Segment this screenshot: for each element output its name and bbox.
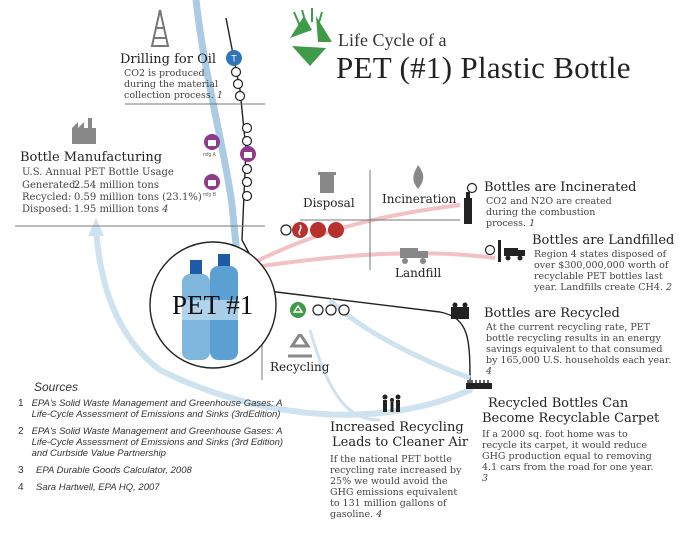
air-return-arrow bbox=[308, 329, 381, 422]
recycle-symbol-icon bbox=[288, 334, 312, 358]
carpet-text: If a 2000 sq. foot home was to recycle i… bbox=[482, 429, 654, 473]
title-line-1: Life Cycle of a bbox=[338, 30, 447, 50]
incinerated-text-block: CO2 and N2O are created during the combu… bbox=[486, 196, 626, 229]
landfilled-text: Region 4 states disposed of over $300,00… bbox=[534, 249, 669, 293]
carpet-heading-1: Recycled Bottles Can bbox=[488, 396, 629, 411]
oil-flow-stream bbox=[192, 0, 250, 284]
cleaner-air-note: 4 bbox=[376, 509, 383, 520]
pet-center-label: PET #1 bbox=[172, 290, 254, 320]
recycle-bin-icon bbox=[451, 302, 469, 319]
source-item: 3 EPA Durable Goods Calculator, 2008 bbox=[18, 465, 192, 476]
sources-heading: Sources bbox=[34, 380, 79, 394]
recycling-flow-line bbox=[259, 289, 471, 386]
landfill-flow bbox=[261, 251, 496, 268]
incineration-label: Incineration bbox=[382, 192, 457, 206]
drilling-heading: Drilling for Oil bbox=[120, 52, 217, 67]
recycled-row: Recycled: 0.59 million tons (23.1%) bbox=[22, 192, 202, 203]
sources-panel: Sources 1 EPA's Solid Waste Management an… bbox=[18, 380, 288, 499]
trash-can-icon bbox=[318, 172, 336, 193]
oil-derrick-icon bbox=[150, 9, 170, 47]
manufacturing-icon-b-label: mfg B bbox=[203, 192, 217, 198]
source-item: 1 EPA's Solid Waste Management and Greenh… bbox=[18, 398, 283, 420]
recycling-green-icon bbox=[290, 302, 306, 318]
recycled-note: 4 bbox=[486, 366, 493, 377]
carpet-note: 3 bbox=[482, 473, 489, 484]
manufacturing-heading: Bottle Manufacturing bbox=[20, 150, 163, 165]
incinerated-note: 1 bbox=[529, 218, 536, 229]
recycle-return-arrow bbox=[93, 225, 473, 418]
water-bottle-icon bbox=[182, 254, 238, 360]
source-item: 4 Sara Hartwell, EPA HQ, 2007 bbox=[18, 482, 160, 493]
landfill-truck-icon bbox=[498, 240, 525, 262]
manufacturing-icon-a bbox=[204, 134, 220, 150]
incinerated-bottle-icon bbox=[464, 192, 472, 224]
family-icon bbox=[382, 394, 401, 412]
svg-text:T: T bbox=[231, 54, 237, 64]
drilling-emission-icon: T bbox=[226, 50, 242, 66]
manufacturing-rows: Generated:2.54 million tons Recycled: 0.5… bbox=[22, 180, 202, 216]
cleaner-air-heading-1: Increased Recycling bbox=[330, 420, 464, 435]
disposal-label: Disposal bbox=[303, 196, 355, 210]
cleaner-air-text: If the national PET bottle recycling rat… bbox=[330, 454, 462, 520]
manufacturing-icon-a-label: mfg A bbox=[203, 152, 216, 158]
landfilled-text-block: Region 4 states disposed of over $300,00… bbox=[534, 249, 674, 293]
incineration-flow bbox=[254, 203, 461, 264]
drilling-text: CO2 is produced during the material coll… bbox=[124, 68, 218, 101]
recycled-text-block: At the current recycling rate, PET bottl… bbox=[486, 322, 676, 377]
cleaner-air-heading-2: Leads to Cleaner Air bbox=[332, 435, 469, 450]
flow-circles bbox=[230, 66, 350, 316]
carpet-icon bbox=[466, 380, 492, 389]
cleaner-air-text-block: If the national PET bottle recycling rat… bbox=[330, 454, 464, 520]
recycling-label: Recycling bbox=[270, 360, 330, 374]
landfilled-note: 2 bbox=[665, 282, 672, 293]
recycled-text: At the current recycling rate, PET bottl… bbox=[486, 322, 672, 366]
disposal-icons bbox=[292, 222, 344, 238]
generated-row: Generated:2.54 million tons bbox=[22, 180, 159, 191]
recycle-arrowhead bbox=[88, 218, 104, 236]
flame-icon bbox=[413, 165, 424, 189]
recycle-leaf-logo bbox=[290, 8, 332, 66]
source-item: 2 EPA's Solid Waste Management and Greenh… bbox=[18, 426, 284, 459]
carpet-heading-2: Become Recyclable Carpet bbox=[482, 411, 660, 426]
drilling-note: 1 bbox=[216, 90, 223, 101]
manufacturing-icon-c bbox=[240, 146, 256, 162]
pet-bottle-circle bbox=[149, 241, 277, 369]
factory-icon bbox=[72, 118, 96, 144]
drilling-text-block: CO2 is produced during the material coll… bbox=[124, 68, 234, 101]
carpet-text-block: If a 2000 sq. foot home was to recycle i… bbox=[482, 429, 662, 484]
landfill-label: Landfill bbox=[395, 266, 442, 280]
manufacturing-icon-b bbox=[204, 174, 220, 190]
recycled-heading: Bottles are Recycled bbox=[484, 306, 620, 321]
incinerated-text: CO2 and N2O are created during the combu… bbox=[486, 196, 612, 229]
dump-truck-icon bbox=[400, 248, 428, 264]
title-line-2: PET (#1) Plastic Bottle bbox=[336, 50, 631, 85]
incinerated-heading: Bottles are Incinerated bbox=[484, 180, 637, 195]
carpet-return-arrow bbox=[328, 298, 471, 381]
manufacturing-subheading: U.S. Annual PET Bottle Usage bbox=[22, 167, 174, 178]
landfilled-heading: Bottles are Landfilled bbox=[532, 233, 675, 248]
disposed-row: Disposed: 1.95 million tons 4 bbox=[22, 204, 169, 215]
